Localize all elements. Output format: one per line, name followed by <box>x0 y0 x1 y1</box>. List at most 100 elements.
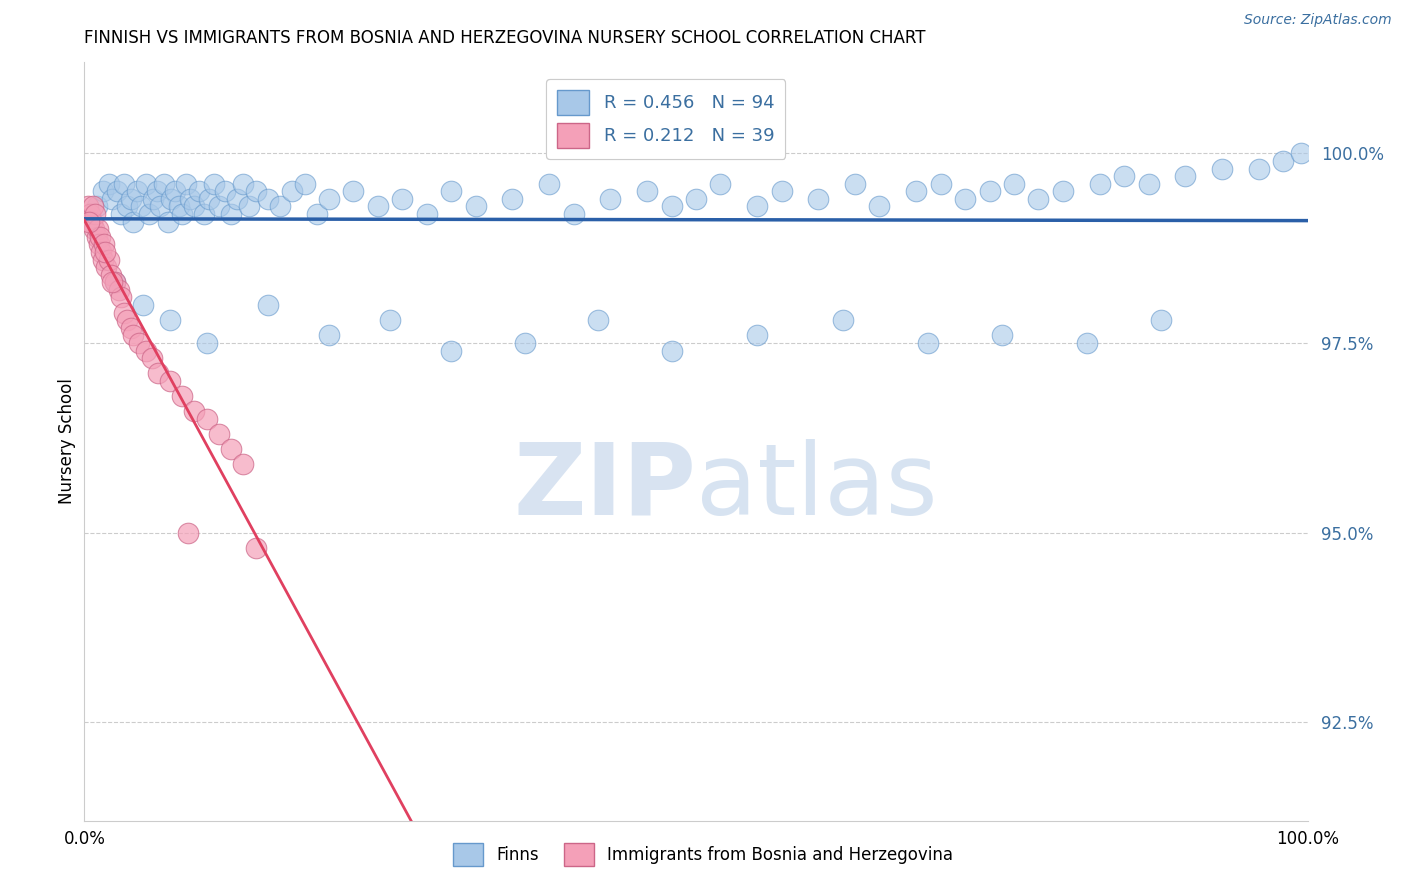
Point <box>101 192 124 206</box>
Point <box>177 525 200 540</box>
Point <box>91 185 114 199</box>
Legend: R = 0.456   N = 94, R = 0.212   N = 39: R = 0.456 N = 94, R = 0.212 N = 39 <box>546 79 785 159</box>
Point <box>599 192 621 206</box>
Point <box>1002 177 1025 191</box>
Point <box>257 192 280 206</box>
Point <box>305 207 328 221</box>
Point <box>94 245 117 260</box>
Point <box>979 185 1001 199</box>
Point <box>1272 154 1295 169</box>
Point <box>1028 192 1050 206</box>
Point <box>1211 161 1233 176</box>
Point <box>844 177 866 191</box>
Point <box>238 200 260 214</box>
Point <box>179 192 201 206</box>
Point <box>104 276 127 290</box>
Point <box>80 215 103 229</box>
Point <box>198 192 221 206</box>
Point <box>770 185 793 199</box>
Point <box>991 328 1014 343</box>
Point <box>141 351 163 366</box>
Point <box>110 291 132 305</box>
Point <box>93 237 115 252</box>
Text: FINNISH VS IMMIGRANTS FROM BOSNIA AND HERZEGOVINA NURSERY SCHOOL CORRELATION CHA: FINNISH VS IMMIGRANTS FROM BOSNIA AND HE… <box>84 29 927 47</box>
Point <box>245 185 267 199</box>
Point <box>416 207 439 221</box>
Point <box>1291 146 1313 161</box>
Point <box>747 328 769 343</box>
Point <box>79 207 101 221</box>
Point <box>82 200 104 214</box>
Point <box>440 343 463 358</box>
Point <box>219 442 242 457</box>
Point <box>105 185 128 199</box>
Point <box>342 185 364 199</box>
Point <box>89 230 111 244</box>
Point <box>1174 169 1197 184</box>
Point <box>661 343 683 358</box>
Point <box>367 200 389 214</box>
Point <box>135 343 157 358</box>
Point <box>167 200 190 214</box>
Point <box>77 200 100 214</box>
Point <box>391 192 413 206</box>
Point <box>84 207 107 221</box>
Point <box>929 177 952 191</box>
Point <box>202 177 225 191</box>
Point <box>91 252 114 267</box>
Point <box>502 192 524 206</box>
Point <box>294 177 316 191</box>
Point <box>115 313 138 327</box>
Point <box>318 192 340 206</box>
Point <box>172 389 194 403</box>
Point <box>149 200 172 214</box>
Point <box>172 207 194 221</box>
Point <box>101 276 124 290</box>
Point <box>513 336 536 351</box>
Point <box>636 185 658 199</box>
Point <box>174 177 197 191</box>
Point <box>120 321 142 335</box>
Point <box>226 192 249 206</box>
Point <box>112 306 135 320</box>
Point <box>1137 177 1160 191</box>
Point <box>87 237 110 252</box>
Point <box>538 177 561 191</box>
Point <box>129 200 152 214</box>
Point <box>100 268 122 282</box>
Point <box>110 207 132 221</box>
Point <box>214 185 236 199</box>
Point <box>159 374 181 388</box>
Point <box>380 313 402 327</box>
Point <box>104 276 127 290</box>
Point <box>96 260 118 275</box>
Point <box>269 200 291 214</box>
Point <box>232 458 254 472</box>
Point <box>107 283 129 297</box>
Point <box>122 328 145 343</box>
Point <box>464 200 486 214</box>
Point <box>1052 185 1074 199</box>
Point <box>120 192 142 206</box>
Point <box>138 207 160 221</box>
Point <box>257 298 280 312</box>
Text: ZIP: ZIP <box>513 439 696 535</box>
Point <box>122 215 145 229</box>
Point <box>232 177 254 191</box>
Point <box>219 207 242 221</box>
Point <box>685 192 707 206</box>
Point <box>440 185 463 199</box>
Point <box>1114 169 1136 184</box>
Text: Source: ZipAtlas.com: Source: ZipAtlas.com <box>1244 13 1392 28</box>
Point <box>709 177 731 191</box>
Y-axis label: Nursery School: Nursery School <box>58 378 76 505</box>
Point <box>125 185 148 199</box>
Point <box>87 222 110 236</box>
Point <box>318 328 340 343</box>
Point <box>97 177 120 191</box>
Point <box>1076 336 1098 351</box>
Point <box>156 215 179 229</box>
Point <box>661 200 683 214</box>
Point <box>145 185 167 199</box>
Point <box>195 412 218 426</box>
